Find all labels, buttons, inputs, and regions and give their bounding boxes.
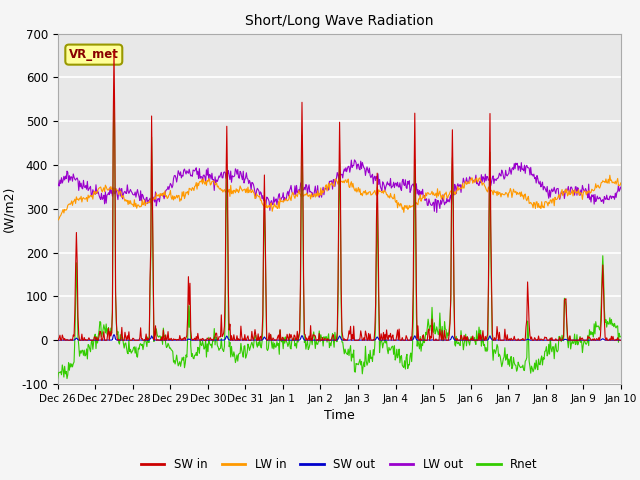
Title: Short/Long Wave Radiation: Short/Long Wave Radiation <box>245 14 433 28</box>
Legend: SW in, LW in, SW out, LW out, Rnet: SW in, LW in, SW out, LW out, Rnet <box>136 454 543 476</box>
X-axis label: Time: Time <box>324 409 355 422</box>
Y-axis label: (W/m2): (W/m2) <box>3 186 16 232</box>
Text: VR_met: VR_met <box>69 48 119 61</box>
